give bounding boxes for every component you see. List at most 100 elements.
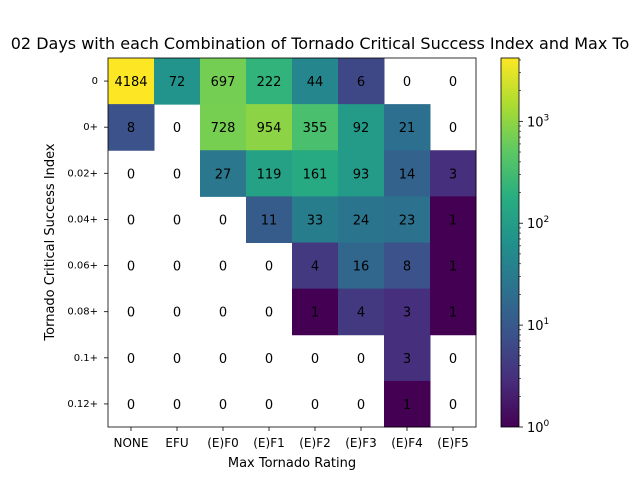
heatmap-cell xyxy=(384,288,431,336)
heatmap-cell xyxy=(292,58,339,105)
cell-value-label: 0 xyxy=(311,398,319,413)
heatmap-cell xyxy=(246,196,293,243)
cell-value-label: 161 xyxy=(303,167,328,182)
heatmap-cell xyxy=(246,104,293,151)
cell-value-label: 0 xyxy=(127,306,135,321)
cell-value-label: 0 xyxy=(265,398,273,413)
heatmap-cell xyxy=(108,58,155,105)
y-tick-label: 0.08+ xyxy=(67,307,98,318)
cell-value-label: 0 xyxy=(173,398,181,413)
cell-value-label: 0 xyxy=(219,260,227,275)
heatmap-cell xyxy=(384,104,431,151)
cell-value-label: 0 xyxy=(219,398,227,413)
heatmap-cell xyxy=(384,242,431,290)
x-axis-label: Max Tornado Rating xyxy=(228,456,356,471)
cell-value-label: 6 xyxy=(357,75,365,90)
cell-value-label: 72 xyxy=(169,75,186,90)
x-tick-label: EFU xyxy=(165,436,188,450)
cell-value-label: 222 xyxy=(257,75,282,90)
cell-value-label: 119 xyxy=(257,167,282,182)
heatmap-cell xyxy=(292,242,339,290)
heatmap-cell xyxy=(384,196,431,243)
cell-value-label: 1 xyxy=(449,260,457,275)
x-tick-label: (E)F0 xyxy=(207,436,238,450)
cell-value-label: 0 xyxy=(127,398,135,413)
cell-value-label: 0 xyxy=(127,213,135,228)
x-tick-label: (E)F4 xyxy=(391,436,422,450)
cell-value-label: 3 xyxy=(403,306,411,321)
heatmap-cell xyxy=(338,242,385,290)
cell-value-label: 4 xyxy=(357,306,365,321)
heatmap-cell xyxy=(338,104,385,151)
heatmap-cell xyxy=(338,150,385,197)
cell-value-label: 16 xyxy=(353,260,370,275)
cell-value-label: 355 xyxy=(303,121,328,136)
cell-value-label: 0 xyxy=(449,398,457,413)
cell-value-label: 14 xyxy=(399,167,416,182)
heatmap-cell xyxy=(246,58,293,105)
cell-value-label: 8 xyxy=(127,121,135,136)
cell-value-label: 1 xyxy=(403,398,411,413)
heatmap-cell xyxy=(338,196,385,243)
y-axis-ticks: 0 0+ 0.02+ 0.04+ 0.06+ 0.08+ 0.1+ 0.12+ xyxy=(67,76,108,410)
x-tick-label: (E)F1 xyxy=(253,436,284,450)
cell-value-label: 21 xyxy=(399,121,416,136)
colorbar xyxy=(500,57,520,428)
y-tick-label: 0 xyxy=(92,76,98,87)
cell-value-label: 44 xyxy=(307,75,324,90)
colorbar-tick-label: 103 xyxy=(527,113,549,130)
cell-value-label: 0 xyxy=(127,167,135,182)
heatmap-cell xyxy=(430,242,477,290)
cell-value-label: 93 xyxy=(353,167,370,182)
heatmap-cell xyxy=(200,58,247,105)
heatmap-cell xyxy=(108,104,155,151)
cell-value-label: 697 xyxy=(211,75,236,90)
cell-value-label: 0 xyxy=(449,352,457,367)
heatmap-cell xyxy=(384,334,431,382)
x-tick-label: (E)F2 xyxy=(299,436,330,450)
cell-value-label: 0 xyxy=(173,167,181,182)
cell-value-label: 4 xyxy=(311,260,319,275)
cell-value-label: 0 xyxy=(219,306,227,321)
cell-value-label: 0 xyxy=(357,398,365,413)
heatmap-cell xyxy=(292,104,339,151)
cell-value-label: 92 xyxy=(353,121,370,136)
heatmap-cell xyxy=(246,150,293,197)
cell-value-label: 0 xyxy=(127,260,135,275)
heatmap-cell xyxy=(430,196,477,243)
cell-value-label: 0 xyxy=(219,352,227,367)
cell-value-label: 3 xyxy=(449,167,457,182)
cell-value-label: 0 xyxy=(173,121,181,136)
heatmap-cells xyxy=(108,58,477,428)
cell-value-label: 0 xyxy=(265,306,273,321)
y-tick-label: 0.06+ xyxy=(67,261,98,272)
cell-value-label: 0 xyxy=(357,352,365,367)
cell-value-label: 954 xyxy=(257,121,282,136)
cell-value-label: 23 xyxy=(399,213,416,228)
cell-value-label: 0 xyxy=(311,352,319,367)
cell-value-label: 0 xyxy=(173,306,181,321)
colorbar-tick-label: 102 xyxy=(527,215,549,232)
x-tick-label: (E)F3 xyxy=(345,436,376,450)
cell-value-label: 1 xyxy=(311,306,319,321)
cell-value-label: 0 xyxy=(265,352,273,367)
heatmap-cell xyxy=(338,288,385,336)
heatmap-cell xyxy=(154,58,201,105)
plot-frame xyxy=(107,57,477,428)
cell-value-label: 0 xyxy=(219,213,227,228)
cell-value-label: 11 xyxy=(261,213,278,228)
heatmap-cell-labels: 4184 72 697 222 44 6 0 08 0 728 954 355 92 21 00 0 27 119… xyxy=(114,75,457,413)
heatmap-cell xyxy=(338,58,385,105)
y-axis-label: Tornado Critical Success Index xyxy=(43,143,58,342)
y-tick-label: 0.04+ xyxy=(67,214,98,225)
heatmap-cell xyxy=(430,150,477,197)
cell-value-label: 27 xyxy=(215,167,232,182)
cell-value-label: 0 xyxy=(173,260,181,275)
cell-value-label: 0 xyxy=(173,213,181,228)
y-tick-label: 0+ xyxy=(83,122,98,133)
cell-value-label: 33 xyxy=(307,213,324,228)
cell-value-label: 24 xyxy=(353,213,370,228)
cell-value-label: 4184 xyxy=(114,75,147,90)
heatmap-cell xyxy=(200,104,247,151)
